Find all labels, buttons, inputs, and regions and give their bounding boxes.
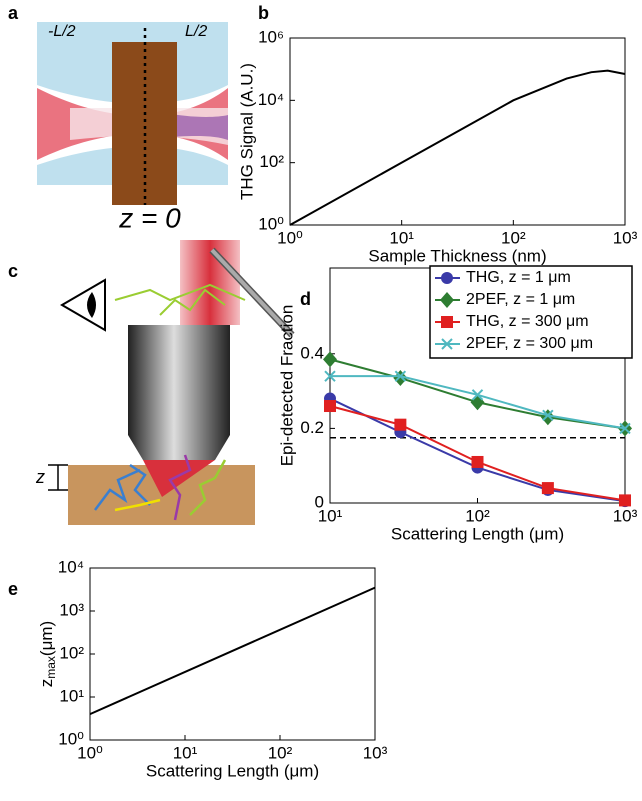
x-tick-label: 10² [268,743,293,762]
legend-label: 2PEF, z = 300 μm [466,335,593,352]
marker [619,422,631,435]
y-axis-label-rest: (μm) [37,621,56,656]
marker [619,494,631,507]
panel-label: a [8,3,19,23]
plot-frame [89,567,376,741]
marker [471,455,484,468]
diagram-label: z [35,467,45,487]
x-axis-label: Scattering Length (μm) [146,761,319,780]
series-line [89,586,376,716]
marker [542,409,554,422]
plot-frame [289,37,626,226]
legend-label: 2PEF, z = 1 μm [466,291,575,308]
x-axis-label: Scattering Length (μm) [391,524,564,543]
panel-label: d [300,289,311,309]
marker [394,370,407,382]
marker [323,351,337,368]
diagram-a: a -L/2 L/2 z = 0 [8,3,228,233]
marker [324,400,336,413]
x-tick-label: 10¹ [318,506,343,525]
y-tick-label: 10³ [59,600,84,619]
marker [441,338,453,350]
x-tick-label: 10² [501,228,526,247]
x-tick-label: 10⁰ [277,228,303,247]
diagram-label: L/2 [185,23,207,40]
y-tick-label: 10¹ [59,686,84,705]
x-axis-label: Sample Thickness (nm) [368,246,546,265]
marker [441,316,453,328]
diagram-label: -L/2 [48,23,76,40]
marker [324,370,336,382]
marker [471,389,484,401]
marker [441,272,453,284]
diagram-label: z = 0 [118,202,181,233]
y-tick-label: 0.4 [300,343,324,362]
y-tick-label: 10⁰ [58,729,84,748]
marker [394,418,407,431]
y-tick-label: 10⁶ [258,27,284,46]
y-tick-label: 10⁴ [58,557,84,576]
x-tick-label: 10³ [613,228,638,247]
y-tick-label: 10² [59,643,84,662]
y-tick-label: 10² [259,152,284,171]
legend-box [429,265,633,359]
y-tick-label: 0.2 [300,418,324,437]
y-tick-label: 0 [315,492,324,511]
series-line [289,69,626,226]
y-axis-label: Epi-detected Fraction [277,305,296,467]
x-tick-label: 10⁰ [77,743,103,762]
legend-label: THG, z = 1 μm [466,269,571,286]
y-tick-label: 10⁴ [258,90,284,109]
x-tick-label: 10² [465,506,490,525]
y-axis-label: zmax(μm) [37,621,58,687]
legend-label: THG, z = 300 μm [466,313,589,330]
marker [440,292,454,308]
x-tick-label: 10¹ [173,743,198,762]
panel-label: e [8,579,18,599]
marker [541,482,554,495]
y-axis-label-main: z [37,679,56,688]
y-axis-label: THG Signal (A.U.) [237,63,256,200]
panel-label: c [8,261,18,281]
series-line [329,397,626,503]
panel-label: b [258,3,269,23]
diagram-c: c z [8,240,295,525]
x-tick-label: 10³ [613,506,638,525]
y-tick-label: 10⁰ [258,214,284,233]
y-axis-label-sub: max [44,656,58,679]
x-tick-label: 10¹ [389,228,414,247]
x-tick-label: 10³ [363,743,388,762]
